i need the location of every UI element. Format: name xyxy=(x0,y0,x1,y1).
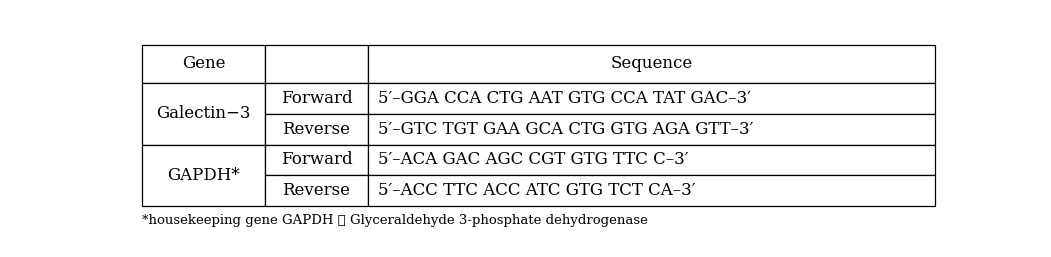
Bar xyxy=(265,114,368,145)
Bar xyxy=(265,83,368,114)
Text: 5′–GGA CCA CTG AAT GTG CCA TAT GAC–3′: 5′–GGA CCA CTG AAT GTG CCA TAT GAC–3′ xyxy=(378,90,750,107)
Bar xyxy=(142,83,265,145)
Bar xyxy=(142,145,265,206)
Bar xyxy=(142,45,265,83)
Text: 5′–ACA GAC AGC CGT GTG TTC C–3′: 5′–ACA GAC AGC CGT GTG TTC C–3′ xyxy=(378,151,688,168)
Bar xyxy=(265,145,368,175)
Bar xyxy=(368,114,935,145)
Text: Forward: Forward xyxy=(281,90,352,107)
Text: Reverse: Reverse xyxy=(283,182,350,199)
Bar xyxy=(265,175,368,206)
Text: *housekeeping gene GAPDH ： Glyceraldehyde 3-phosphate dehydrogenase: *housekeeping gene GAPDH ： Glyceraldehyd… xyxy=(142,214,647,227)
Text: Galectin−3: Galectin−3 xyxy=(157,105,251,122)
Bar xyxy=(368,45,935,83)
Text: GAPDH*: GAPDH* xyxy=(167,167,240,184)
Bar xyxy=(265,45,368,83)
Text: Sequence: Sequence xyxy=(611,56,693,72)
Bar xyxy=(368,145,935,175)
Bar xyxy=(368,83,935,114)
Text: Reverse: Reverse xyxy=(283,121,350,138)
Text: Forward: Forward xyxy=(281,151,352,168)
Text: 5′–GTC TGT GAA GCA CTG GTG AGA GTT–3′: 5′–GTC TGT GAA GCA CTG GTG AGA GTT–3′ xyxy=(378,121,754,138)
Text: 5′–ACC TTC ACC ATC GTG TCT CA–3′: 5′–ACC TTC ACC ATC GTG TCT CA–3′ xyxy=(378,182,696,199)
Text: Gene: Gene xyxy=(182,56,225,72)
Bar xyxy=(368,175,935,206)
